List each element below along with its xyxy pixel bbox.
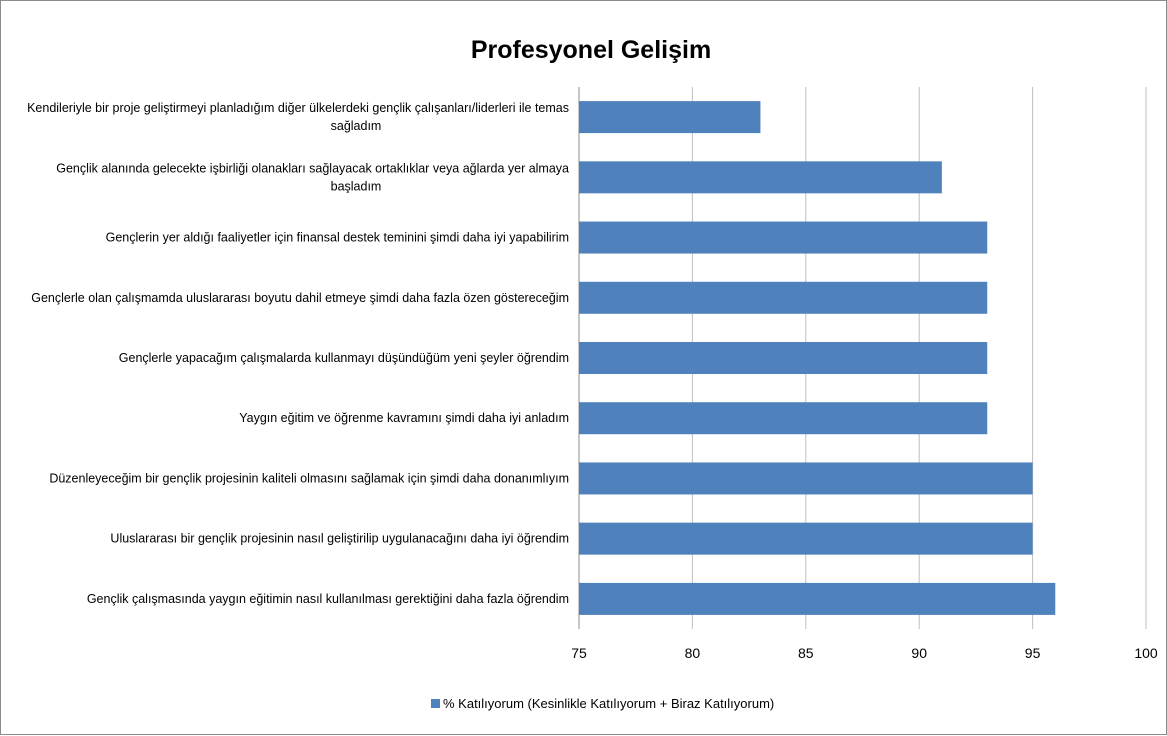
x-tick-label: 80 xyxy=(685,645,701,661)
category-label: Uluslararası bir gençlik projesinin nası… xyxy=(110,532,569,546)
bar xyxy=(579,582,1056,615)
legend: % Katılıyorum (Kesinlikle Katılıyorum + … xyxy=(431,696,774,711)
x-tick-label: 75 xyxy=(571,645,587,661)
category-label: Kendileriyle bir proje geliştirmeyi plan… xyxy=(27,101,569,115)
bar xyxy=(579,342,988,374)
bar-group xyxy=(579,101,1056,615)
bar xyxy=(579,161,942,194)
bar xyxy=(579,281,988,314)
bar xyxy=(579,462,1033,495)
category-labels: Kendileriyle bir proje geliştirmeyi plan… xyxy=(27,101,569,606)
x-tick-label: 100 xyxy=(1134,645,1158,661)
category-label: Gençlik alanında gelecekte işbirliği ola… xyxy=(56,161,569,175)
legend-label: % Katılıyorum (Kesinlikle Katılıyorum + … xyxy=(443,696,774,711)
category-label: sağladım xyxy=(331,119,382,133)
x-tick-label: 90 xyxy=(911,645,927,661)
x-axis-ticks: 75 80 85 90 95 100 xyxy=(571,645,1158,661)
x-tick-label: 95 xyxy=(1025,645,1041,661)
bar xyxy=(579,522,1033,555)
category-label: Gençlik çalışmasında yaygın eğitimin nas… xyxy=(87,592,569,606)
category-label: Gençlerle olan çalışmamda uluslararası b… xyxy=(31,291,569,305)
category-label: Gençlerin yer aldığı faaliyetler için fi… xyxy=(106,231,569,245)
bar xyxy=(579,402,988,435)
legend-swatch xyxy=(431,699,440,708)
category-label: Yaygın eğitim ve öğrenme kavramını şimdi… xyxy=(239,411,569,425)
category-label: Gençlerle yapacağım çalışmalarda kullanm… xyxy=(119,351,569,365)
bar xyxy=(579,221,988,254)
chart-title: Profesyonel Gelişim xyxy=(471,36,711,64)
category-label: başladım xyxy=(331,179,382,193)
category-label: Düzenleyeceğim bir gençlik projesinin ka… xyxy=(49,471,569,485)
x-tick-label: 85 xyxy=(798,645,814,661)
bar xyxy=(579,101,761,134)
